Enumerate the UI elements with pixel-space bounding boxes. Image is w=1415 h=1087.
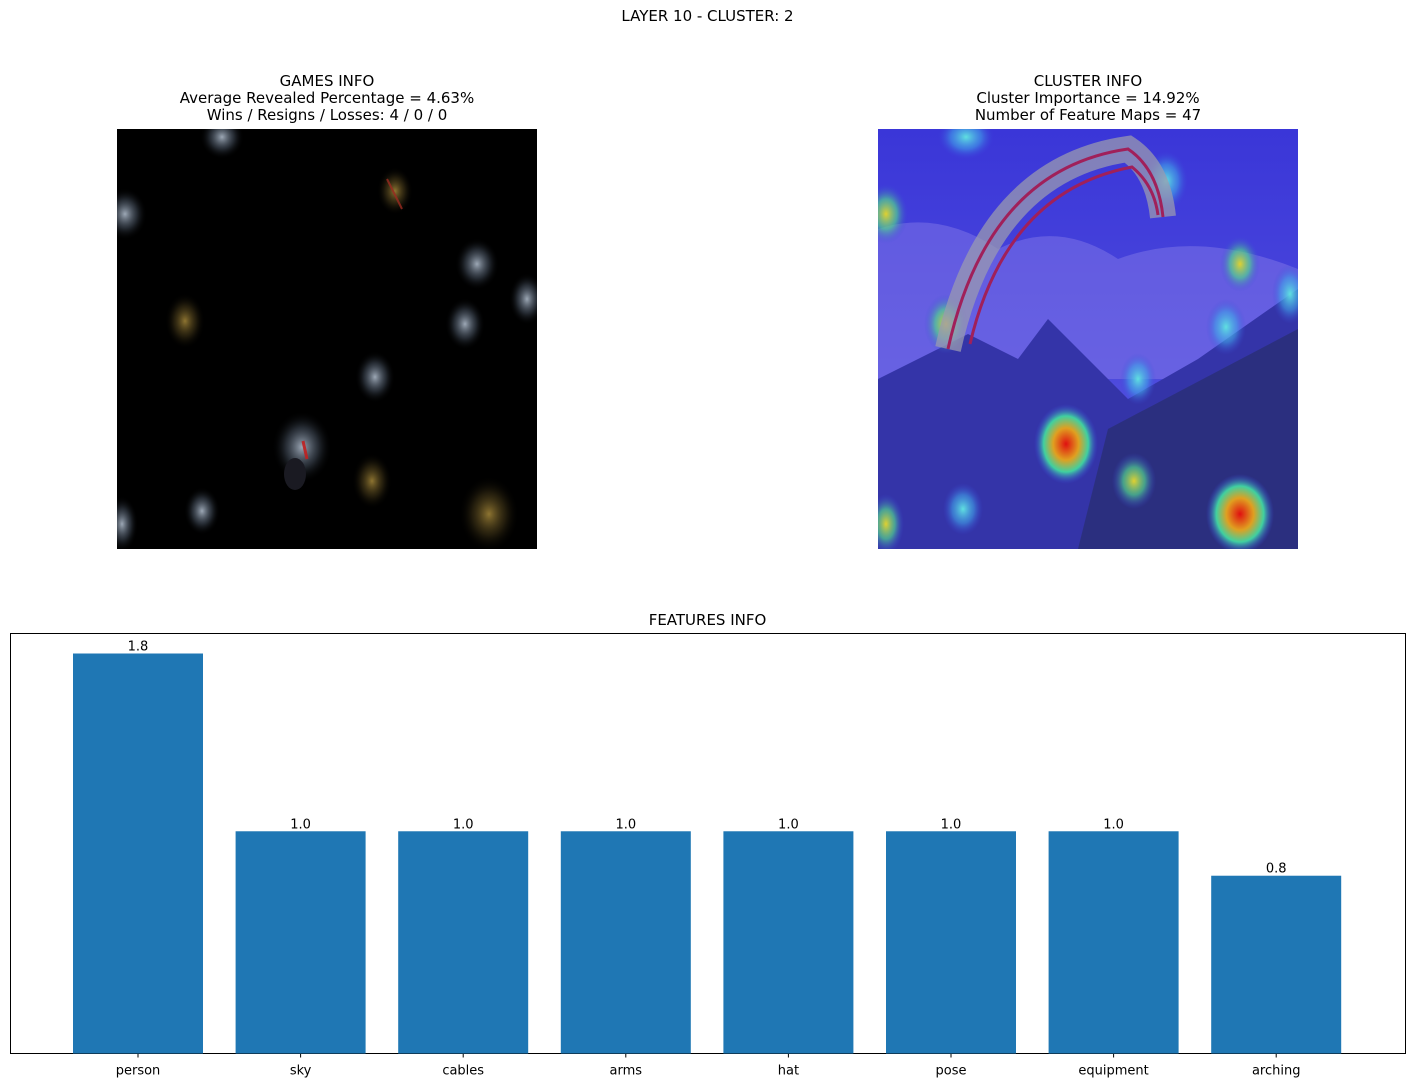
- x-tick-label: arms: [610, 1064, 643, 1079]
- cluster-info-title: CLUSTER INFO: [1033, 72, 1143, 90]
- features-bar-chart: 1.8 person 1.0 sky 1.0 cables 1.0 arms 1.0 hat 1.0…: [10, 633, 1406, 1079]
- x-tick-label: sky: [290, 1064, 312, 1079]
- bar-value-label: 1.0: [290, 817, 311, 832]
- bar-pose: [886, 831, 1016, 1054]
- games-info-title-block: GAMES INFO Average Revealed Percentage =…: [27, 73, 627, 124]
- bar-value-label: 1.0: [615, 817, 636, 832]
- x-tick-label: equipment: [1078, 1064, 1148, 1079]
- x-tick-label: hat: [778, 1064, 799, 1079]
- bar-value-label: 1.8: [128, 640, 149, 655]
- bar-equipment: [1048, 831, 1179, 1054]
- x-tick-label: arching: [1252, 1064, 1301, 1079]
- bar-value-label: 1.0: [1103, 817, 1124, 832]
- chart-title: FEATURES INFO: [648, 611, 767, 629]
- cluster-info-title-block: CLUSTER INFO Cluster Importance = 14.92%…: [788, 73, 1388, 124]
- bar-hat: [723, 831, 854, 1054]
- bar-value-label: 1.0: [941, 817, 962, 832]
- bar-value-label: 1.0: [453, 817, 474, 832]
- bar-arms: [560, 831, 691, 1054]
- bar-value-label: 1.0: [778, 817, 799, 832]
- masked-paraglider-image: [117, 129, 537, 549]
- cluster-importance: Cluster Importance = 14.92%: [976, 89, 1200, 107]
- bar-sky: [235, 831, 366, 1054]
- x-tick-label: cables: [442, 1064, 484, 1079]
- chart-axes-frame: [10, 633, 1406, 1054]
- x-tick-label: pose: [936, 1064, 967, 1079]
- figure-title: LAYER 10 - CLUSTER: 2: [621, 7, 794, 25]
- wins-resigns-losses: Wins / Resigns / Losses: 4 / 0 / 0: [206, 106, 448, 124]
- heatmap-paraglider-image: [878, 129, 1298, 549]
- bar-cables: [398, 831, 529, 1054]
- average-revealed-percentage: Average Revealed Percentage = 4.63%: [179, 89, 475, 107]
- x-tick-label: person: [116, 1064, 161, 1079]
- bar-value-label: 0.8: [1266, 862, 1287, 877]
- bar-arching: [1211, 875, 1342, 1054]
- bar-person: [73, 653, 203, 1054]
- games-info-title: GAMES INFO: [279, 72, 375, 90]
- number-of-feature-maps: Number of Feature Maps = 47: [974, 106, 1202, 124]
